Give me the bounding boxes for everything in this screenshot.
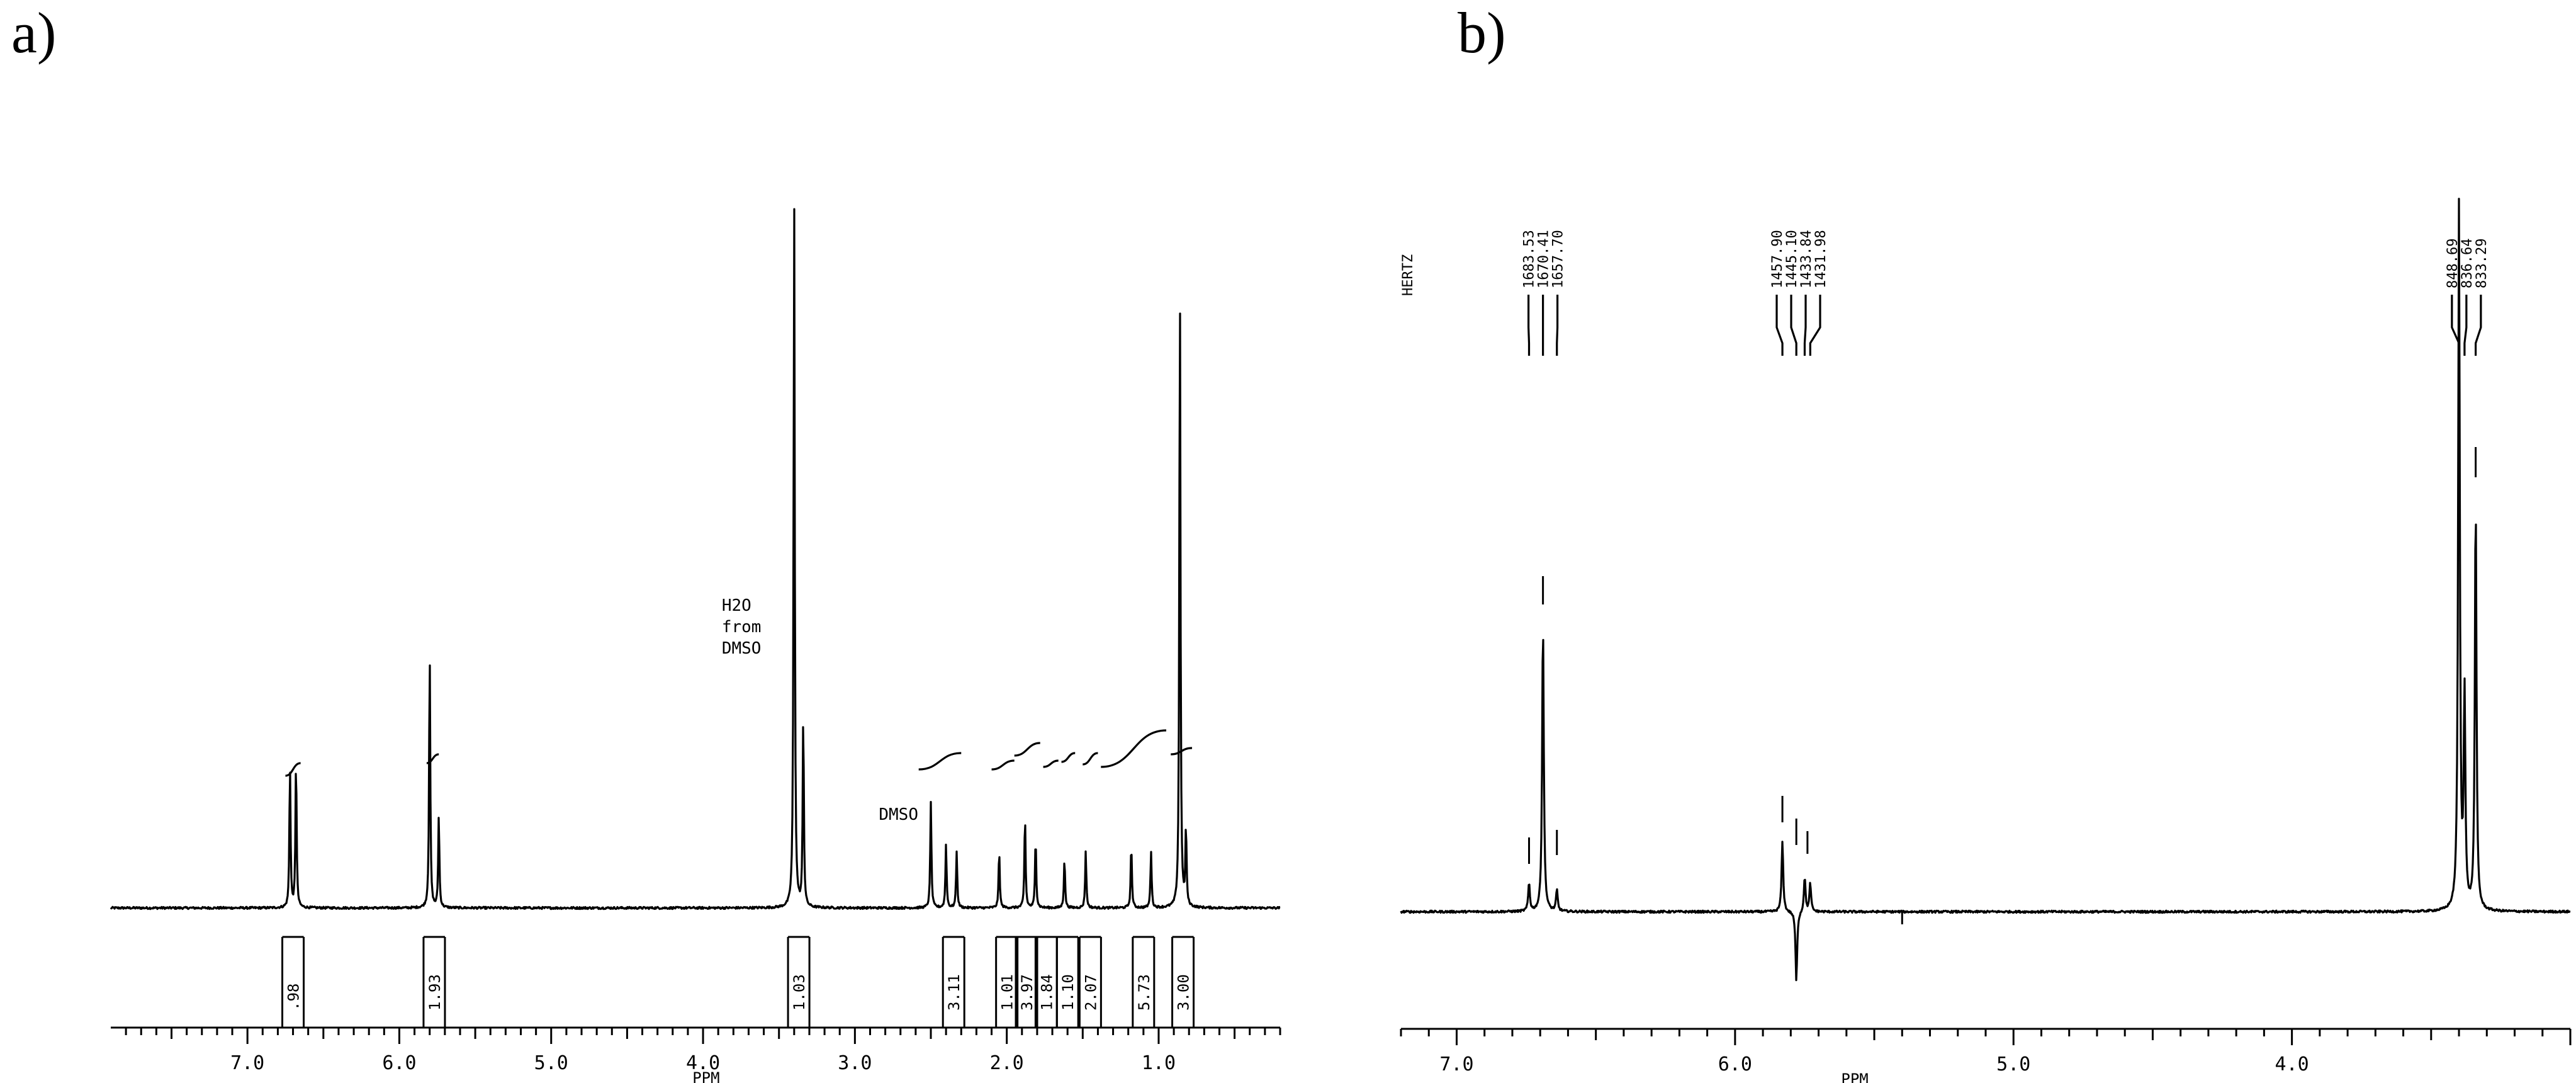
annotation-h2o-line: DMSO — [722, 639, 762, 658]
integral-curve-a — [426, 753, 439, 764]
peak-list-header: HERTZ — [1400, 254, 1416, 296]
x-tick-label-b: 4.0 — [2275, 1053, 2309, 1075]
integral-curve-a — [918, 752, 962, 771]
peak-leader-line — [2451, 295, 2460, 356]
x-axis-title-b: PPM — [1841, 1070, 1868, 1083]
x-tick-label-a: 2.0 — [990, 1052, 1024, 1074]
annotation-h2o-line: H2O — [722, 596, 751, 615]
integral-value: 3.11 — [945, 974, 963, 1011]
peak-list-label: 1670.41 — [1536, 230, 1552, 288]
peak-list-label: 1433.84 — [1799, 230, 1814, 288]
peak-list-label: 833.29 — [2474, 239, 2490, 288]
peak-leader-line — [1556, 295, 1559, 356]
x-tick-label-a: 7.0 — [230, 1052, 264, 1074]
x-tick-label-a: 3.0 — [838, 1052, 872, 1074]
spectrum-a: 7.0 6.0 5.0 4.0 3.0 2.0 1.0 PPM H2O from DMSO DMSO.… — [110, 208, 1281, 1083]
integral-curve-a — [285, 762, 301, 777]
peak-list-label: 836.64 — [2460, 239, 2475, 288]
peak-leader-line — [1775, 295, 1784, 356]
integral-curve-a — [1101, 729, 1167, 768]
integral-value: .98 — [285, 984, 303, 1011]
integral-value: 1.03 — [790, 974, 808, 1011]
peak-list-label: 1445.10 — [1784, 230, 1800, 288]
integral-curve-a — [1171, 747, 1193, 756]
integral-value: 1.01 — [999, 974, 1016, 1011]
integral-value: 5.73 — [1135, 974, 1153, 1011]
x-tick-label-b: 7.0 — [1439, 1053, 1473, 1075]
x-axis-title-a: PPM — [692, 1069, 719, 1083]
panel-label-b: b) — [1458, 1, 1506, 65]
annotation-h2o-line: from — [722, 618, 762, 637]
integral-curve-a — [1061, 752, 1076, 763]
peak-leader-line — [2463, 295, 2468, 356]
peak-leader-line — [2474, 295, 2482, 356]
integral-curve-a — [1014, 742, 1040, 757]
integral-curve-a — [991, 759, 1015, 771]
peak-leader-line — [1790, 295, 1797, 356]
peak-list-label: 1431.98 — [1813, 230, 1829, 288]
peak-list-label: 1457.90 — [1770, 230, 1786, 288]
x-tick-label-b: 5.0 — [1996, 1053, 2030, 1075]
x-tick-label-a: 6.0 — [382, 1052, 416, 1074]
x-tick-label-a: 4.0 — [686, 1052, 720, 1074]
x-tick-label-a: 5.0 — [534, 1052, 568, 1074]
x-tick-label-b: 6.0 — [1718, 1053, 1752, 1075]
integral-value: 2.07 — [1082, 974, 1100, 1011]
peak-leader-line — [1803, 295, 1807, 356]
integral-curve-a — [1043, 759, 1059, 768]
peak-list-label: 1683.53 — [1522, 230, 1538, 288]
spectrum-trace-a — [110, 208, 1281, 910]
spectrum-b: 7.0 6.0 5.0 4.0 PPM HERTZ 1683.531670.411657.7… — [1400, 198, 2572, 1083]
x-tick-label-a: 1.0 — [1142, 1052, 1176, 1074]
peak-leader-line — [1809, 295, 1821, 356]
integral-value: 1.93 — [426, 974, 444, 1011]
peak-list-label: 1657.70 — [1551, 230, 1566, 288]
peak-list-label: 848.69 — [2445, 239, 2461, 288]
panel-label-a: a) — [11, 1, 57, 65]
integral-curve-a — [1083, 752, 1098, 766]
integral-value: 1.10 — [1059, 974, 1077, 1011]
annotation-dmso: DMSO — [879, 805, 918, 824]
spectrum-trace-b — [1400, 198, 2571, 982]
integral-value: 3.97 — [1018, 974, 1036, 1011]
integral-value: 3.00 — [1175, 974, 1193, 1011]
integral-value: 1.84 — [1038, 974, 1055, 1011]
